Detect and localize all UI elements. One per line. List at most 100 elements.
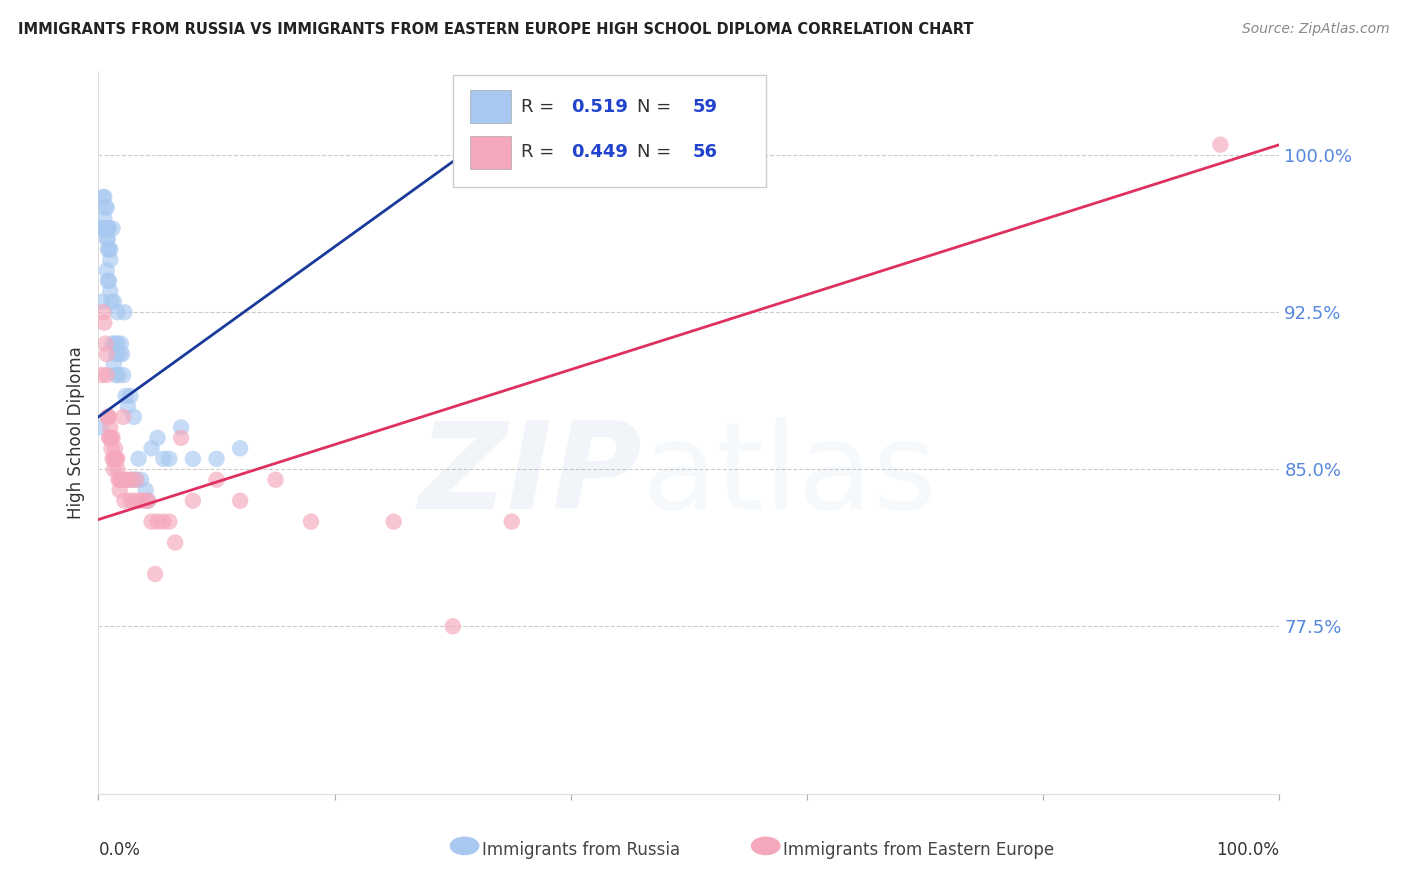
Text: 0.449: 0.449: [571, 144, 627, 161]
Text: IMMIGRANTS FROM RUSSIA VS IMMIGRANTS FROM EASTERN EUROPE HIGH SCHOOL DIPLOMA COR: IMMIGRANTS FROM RUSSIA VS IMMIGRANTS FRO…: [18, 22, 974, 37]
Point: [128, 451, 150, 466]
Point: [112, 368, 135, 382]
Point: [107, 473, 129, 487]
Point: [94, 336, 117, 351]
Point: [98, 420, 121, 434]
Point: [122, 493, 145, 508]
Point: [120, 493, 142, 508]
Point: [107, 368, 129, 382]
Point: [108, 473, 131, 487]
Point: [91, 221, 114, 235]
Point: [91, 305, 114, 319]
Point: [105, 451, 128, 466]
Point: [105, 368, 128, 382]
Point: [91, 368, 114, 382]
Text: 59: 59: [693, 98, 717, 116]
Point: [111, 473, 134, 487]
Point: [141, 515, 163, 529]
Point: [143, 566, 166, 581]
Point: [152, 515, 174, 529]
Point: [101, 431, 124, 445]
Point: [229, 442, 252, 456]
Text: N =: N =: [637, 98, 671, 116]
Point: [136, 493, 159, 508]
Point: [91, 221, 114, 235]
Point: [103, 294, 125, 309]
Circle shape: [752, 838, 780, 855]
Point: [90, 420, 112, 434]
Point: [299, 515, 322, 529]
Point: [105, 347, 128, 361]
Point: [97, 409, 120, 424]
Point: [114, 389, 136, 403]
Point: [97, 221, 120, 235]
Point: [110, 336, 132, 351]
Point: [112, 305, 135, 319]
Point: [97, 232, 120, 246]
Point: [121, 473, 143, 487]
Point: [98, 431, 121, 445]
Point: [128, 493, 150, 508]
Point: [105, 336, 128, 351]
Point: [94, 221, 117, 235]
Point: [108, 347, 131, 361]
Point: [100, 442, 122, 456]
Point: [96, 347, 118, 361]
Point: [121, 473, 143, 487]
Text: 0.0%: 0.0%: [98, 841, 141, 859]
Point: [122, 409, 145, 424]
FancyBboxPatch shape: [453, 75, 766, 187]
Point: [110, 473, 132, 487]
Point: [382, 515, 405, 529]
Point: [264, 473, 287, 487]
Point: [103, 462, 125, 476]
Point: [97, 243, 120, 257]
Text: 56: 56: [693, 144, 717, 161]
Text: 100.0%: 100.0%: [1216, 841, 1279, 859]
Point: [94, 221, 117, 235]
Point: [100, 294, 122, 309]
Point: [136, 493, 159, 508]
Point: [205, 473, 228, 487]
Point: [152, 451, 174, 466]
Point: [125, 473, 148, 487]
Text: Source: ZipAtlas.com: Source: ZipAtlas.com: [1241, 22, 1389, 37]
Point: [229, 493, 252, 508]
Point: [93, 316, 115, 330]
Point: [93, 221, 115, 235]
Point: [105, 451, 128, 466]
Point: [165, 535, 187, 549]
Text: N =: N =: [637, 144, 671, 161]
Y-axis label: High School Diploma: High School Diploma: [66, 346, 84, 519]
Point: [98, 409, 121, 424]
Point: [97, 274, 120, 288]
Point: [101, 451, 124, 466]
Point: [120, 389, 142, 403]
Point: [104, 442, 127, 456]
Point: [108, 483, 131, 498]
Point: [104, 451, 127, 466]
Text: Immigrants from Eastern Europe: Immigrants from Eastern Europe: [783, 841, 1054, 859]
Point: [96, 263, 118, 277]
Text: atlas: atlas: [641, 417, 938, 534]
Point: [181, 451, 204, 466]
Point: [105, 305, 128, 319]
Point: [170, 431, 193, 445]
Text: R =: R =: [522, 144, 554, 161]
Point: [146, 515, 169, 529]
Point: [101, 221, 124, 235]
Point: [170, 420, 193, 434]
Point: [112, 493, 135, 508]
Point: [114, 473, 136, 487]
Text: ZIP: ZIP: [418, 417, 641, 534]
Point: [1209, 137, 1232, 152]
Point: [146, 431, 169, 445]
Point: [117, 473, 139, 487]
Point: [101, 336, 124, 351]
Point: [96, 221, 118, 235]
Point: [135, 483, 157, 498]
Point: [91, 190, 114, 204]
Point: [501, 515, 523, 529]
Point: [157, 451, 180, 466]
Point: [181, 493, 204, 508]
